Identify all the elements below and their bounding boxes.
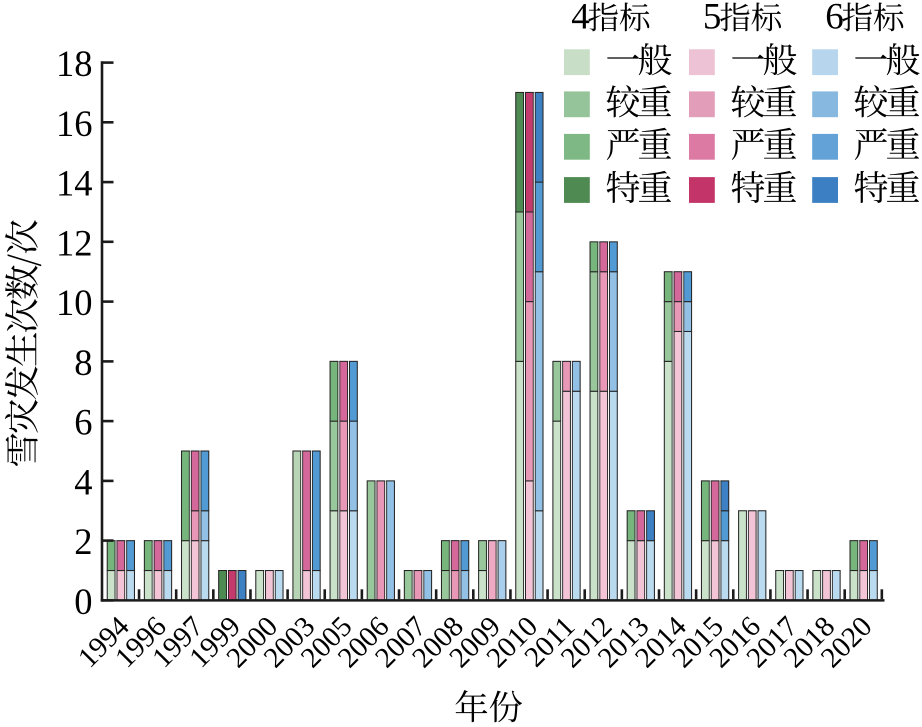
- svg-text:12: 12: [56, 222, 93, 263]
- svg-text:2: 2: [74, 521, 92, 562]
- svg-text:8: 8: [74, 342, 92, 383]
- svg-text:16: 16: [56, 103, 93, 144]
- svg-text:14: 14: [56, 163, 93, 204]
- svg-text:5: 5: [703, 0, 722, 37]
- svg-text:10: 10: [56, 282, 93, 323]
- svg-text:18: 18: [56, 43, 93, 84]
- svg-text:4: 4: [74, 462, 92, 503]
- svg-text:6: 6: [74, 402, 92, 443]
- svg-text:0: 0: [74, 581, 92, 622]
- svg-text:6: 6: [825, 0, 844, 37]
- svg-text:4: 4: [571, 0, 590, 37]
